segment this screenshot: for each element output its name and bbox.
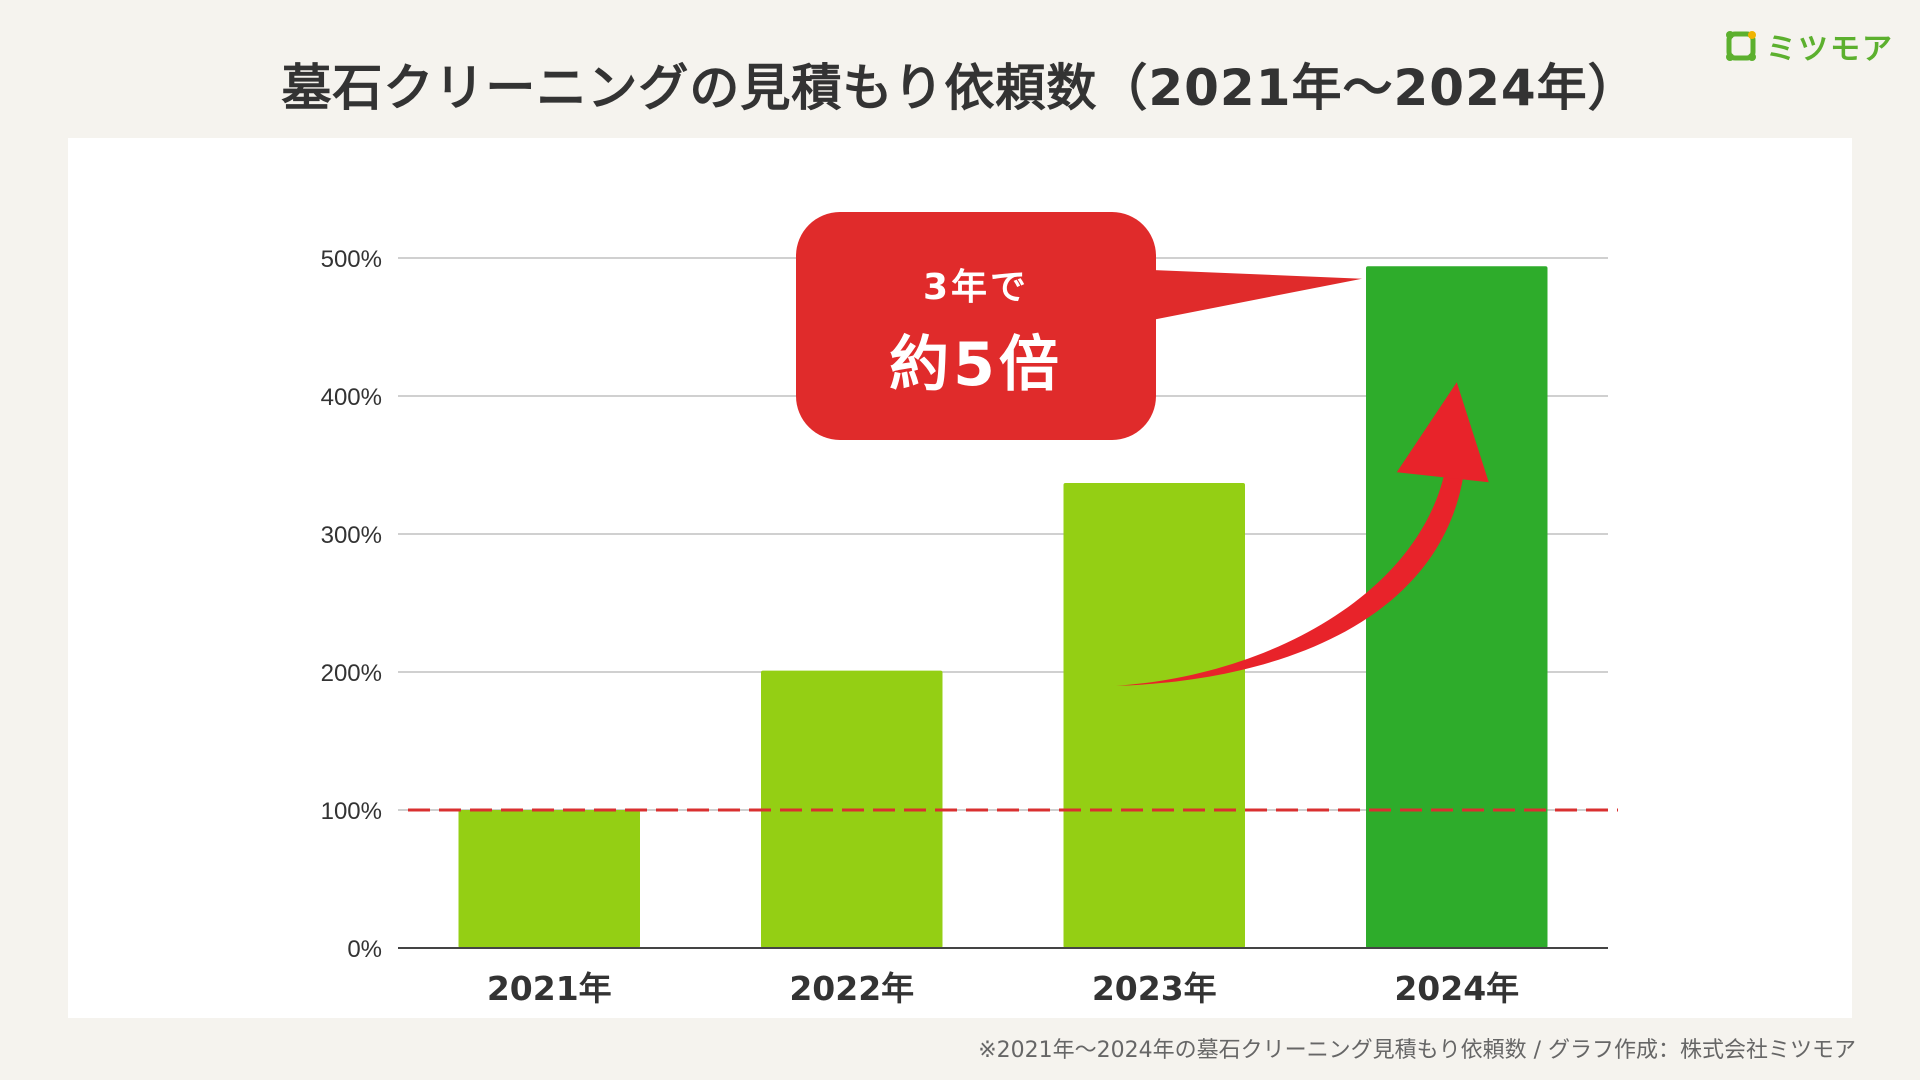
callout-tail [1152, 270, 1362, 320]
callout-bubble-group [796, 212, 1362, 440]
bar-chart: 0% 100% 200% 300% 400% 500% 2021年 2022年 2023年 202… [321, 212, 1618, 1008]
callout-bubble [796, 212, 1156, 440]
bar [1366, 266, 1548, 948]
y-tick-label: 500% [321, 246, 382, 273]
callout-line1: 3年で [922, 267, 1030, 308]
mitsumore-logo-icon [1726, 31, 1756, 61]
x-tick-label: 2022年 [789, 969, 914, 1008]
callout: 3年で 約5倍 [796, 212, 1156, 440]
y-tick-label: 300% [321, 522, 382, 549]
brand-name: ミツモア [1766, 32, 1894, 67]
x-tick-label: 2023年 [1092, 969, 1217, 1008]
bar [458, 810, 640, 948]
y-tick-label: 200% [321, 660, 382, 687]
callout-line2: 約5倍 [889, 330, 1063, 400]
axes: 0% 100% 200% 300% 400% 500% 2021年 2022年 2023年 202… [321, 246, 1608, 1008]
page-title: 墓石クリーニングの見積もり依頼数（2021年〜2024年） [281, 59, 1639, 117]
chart-panel: 0% 100% 200% 300% 400% 500% 2021年 2022年 2023年 202… [68, 138, 1852, 1018]
x-tick-label: 2021年 [487, 969, 612, 1008]
y-tick-label: 0% [347, 936, 382, 963]
y-tick-label: 400% [321, 384, 382, 411]
y-tick-label: 100% [321, 798, 382, 825]
x-tick-label: 2024年 [1394, 969, 1519, 1008]
footnote: ※2021年〜2024年の墓石クリーニング見積もり依頼数 / グラフ作成：株式会… [978, 1038, 1856, 1063]
bar [1063, 482, 1245, 948]
trend-arrow-shaft [1116, 466, 1465, 686]
brand-logo: ミツモア [1724, 24, 1894, 68]
trend-arrow-head [1396, 382, 1489, 483]
bars [458, 266, 1548, 948]
trend-arrow-group [1116, 382, 1489, 686]
